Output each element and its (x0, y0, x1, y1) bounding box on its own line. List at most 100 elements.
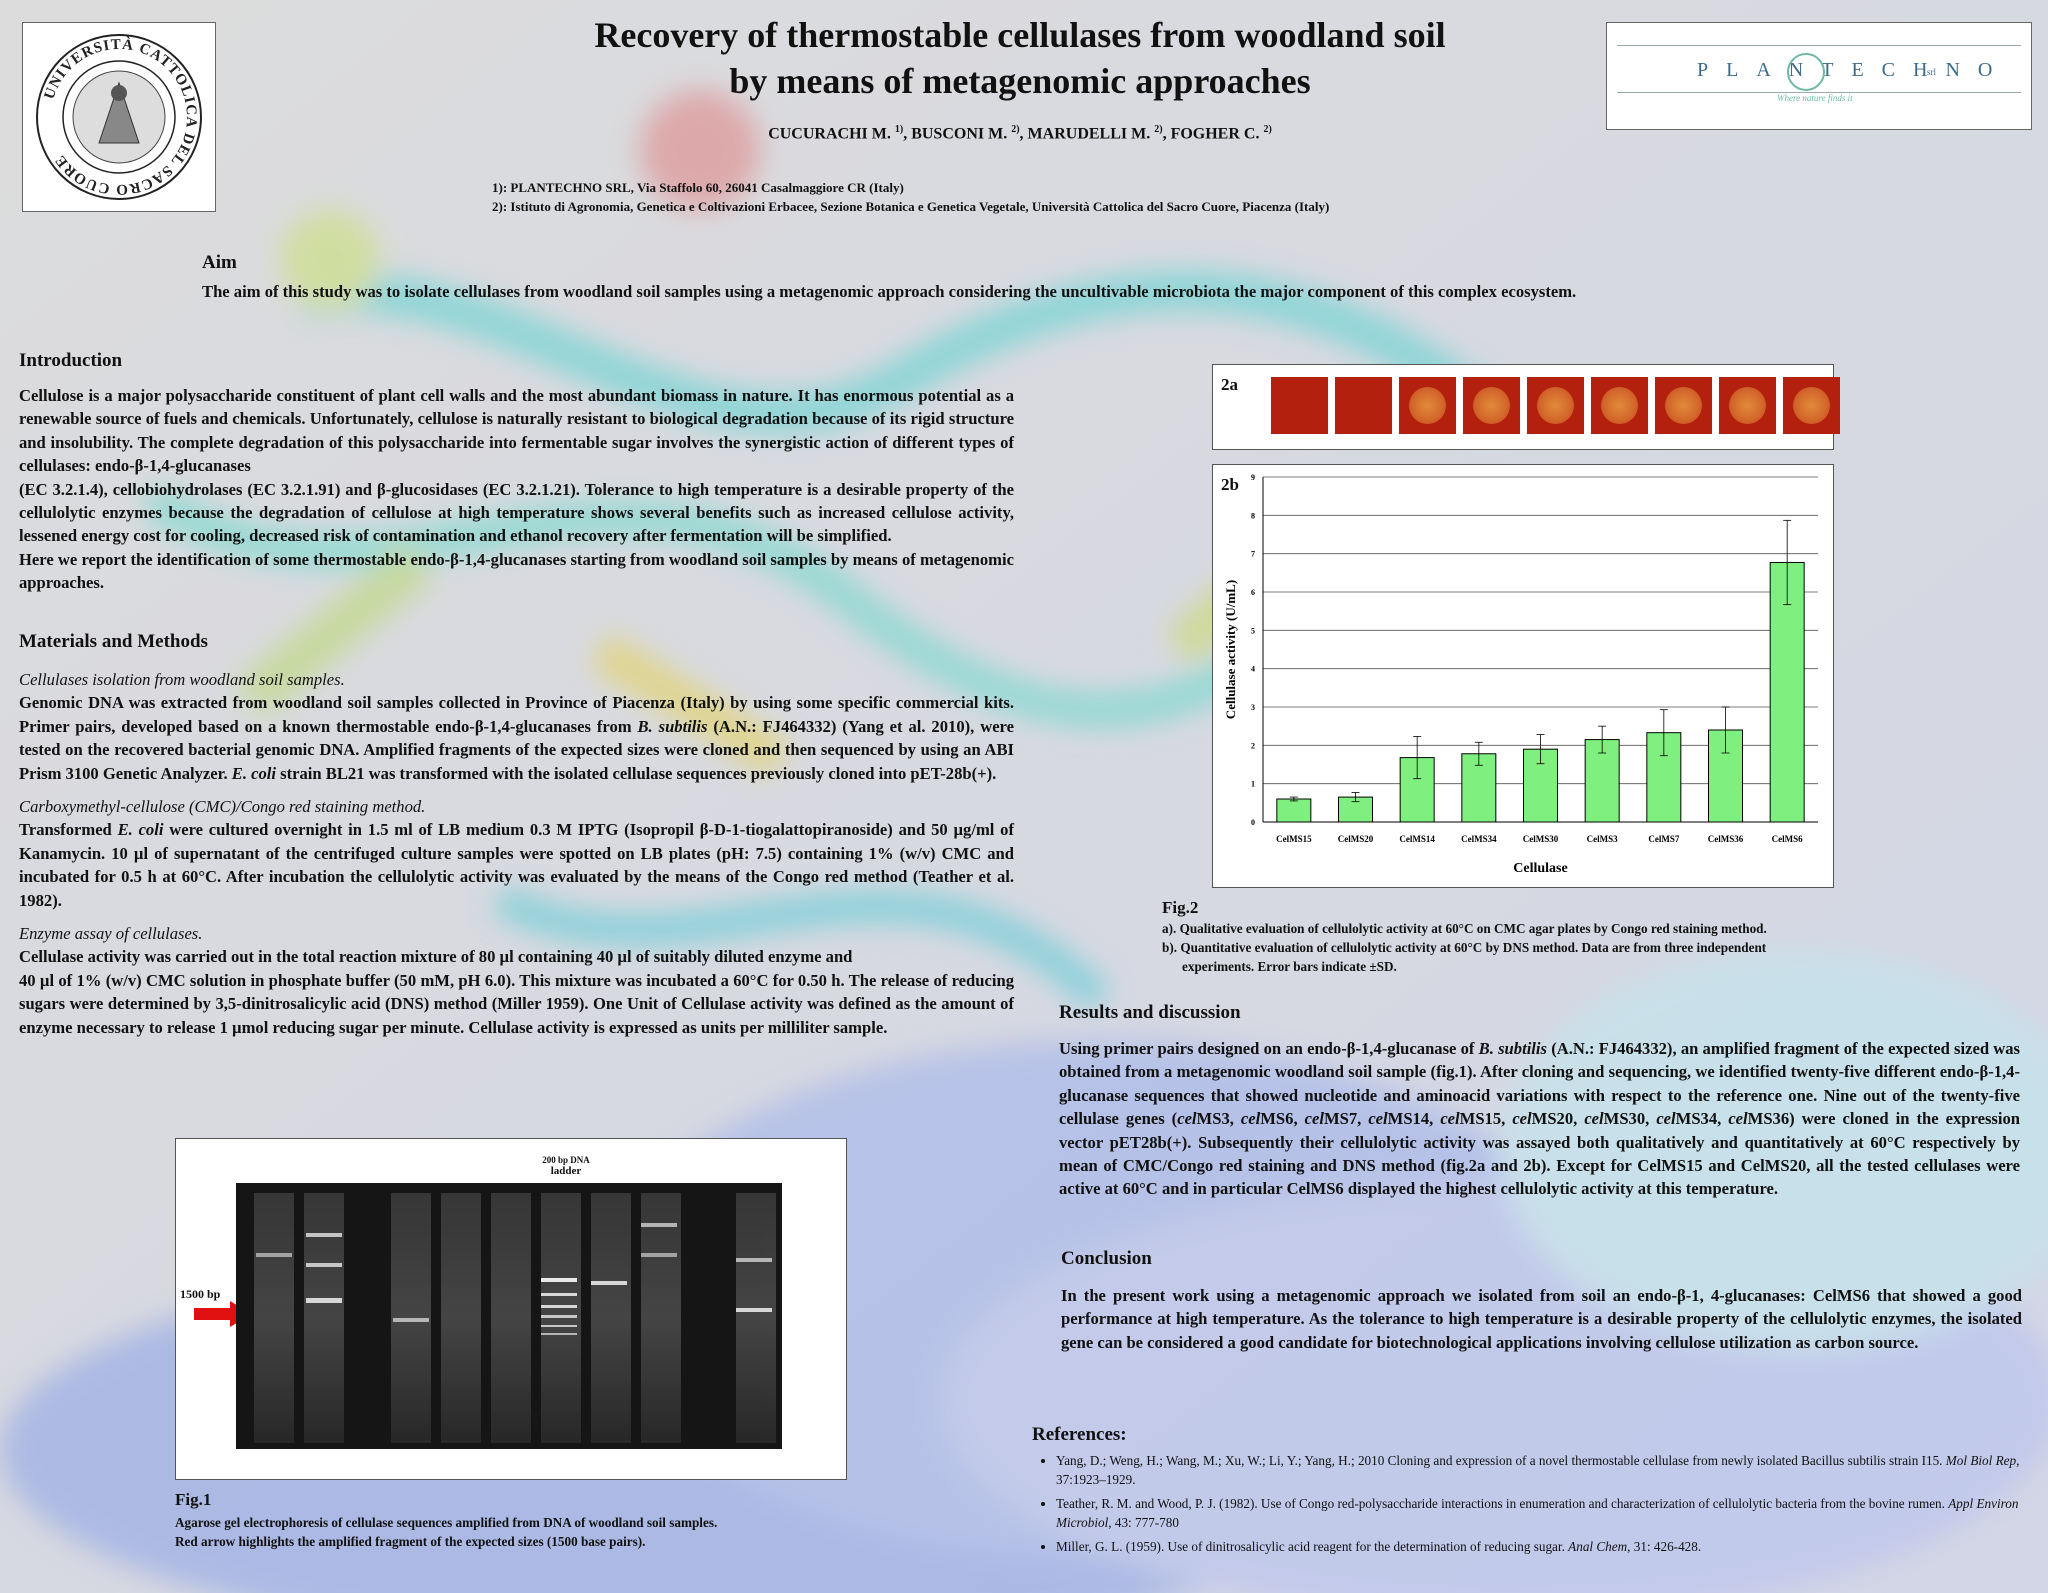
gene-9: MS36) (1747, 1109, 1795, 1129)
plate-CelMS6 (1783, 377, 1840, 434)
figure-2b-panel: 2b 0 1 2 3 4 5 6 7 8 9 CelMS15 CelMS20 CelMS14 CelMS3… (1212, 464, 1834, 888)
figure-2-caption-a: a). Qualitative evaluation of cellulolyt… (1162, 921, 1767, 936)
methods-1-species: B. subtilis (637, 716, 708, 736)
poster-title: Recovery of thermostable cellulases from… (420, 12, 1620, 104)
methods-1-text-b: (A.N.: FJ464332) (Yang et al. 2010), wer… (19, 716, 1014, 783)
gene-5: MS15, (1459, 1109, 1513, 1129)
gene-8-prefix: cel (1656, 1109, 1676, 1129)
clearing-halo (1473, 387, 1510, 424)
ladder-label-line-1: 200 bp DNA (542, 1155, 590, 1165)
clearing-halo (1537, 387, 1574, 424)
methods-1-text-c: strain BL21 was transformed with the iso… (276, 763, 997, 783)
plantechno-emblem-icon (1787, 53, 1825, 91)
clearing-halo (1409, 387, 1446, 424)
conclusion-text: In the present work using a metagenomic … (1061, 1286, 2022, 1352)
methods-paragraph-3b: 40 µl of 1% (w/v) CMC solution in phosph… (19, 970, 1014, 1037)
gel-arrow-label: 1500 bp (180, 1287, 221, 1301)
methods-1-text-a: Genomic DNA was extracted from woodland … (19, 693, 1014, 736)
gene-8: MS34, (1675, 1109, 1729, 1129)
plantechno-suffix: srl (1927, 67, 1936, 77)
plate-CelMS20 (1335, 377, 1392, 434)
gene-1-prefix: cel (1177, 1109, 1197, 1129)
gene-7-prefix: cel (1584, 1109, 1604, 1129)
gene-6: MS20, (1531, 1109, 1585, 1129)
y-tick-label: 1 (1251, 780, 1255, 789)
y-tick-label: 9 (1251, 473, 1255, 482)
y-tick-label: 3 (1251, 703, 1255, 712)
x-tick-label: CelMS7 (1648, 834, 1679, 844)
figure-2-label: Fig.2 (1162, 898, 1199, 917)
y-tick-label: 2 (1251, 741, 1255, 750)
methods-subheading-1: Cellulases isolation from woodland soil … (19, 670, 345, 689)
references-heading: References: (1032, 1424, 1127, 1445)
author-4-affil: 2) (1263, 124, 1272, 135)
plate-CelMS34 (1463, 377, 1520, 434)
panel-2b-label: 2b (1221, 475, 1239, 494)
gene-9-prefix: cel (1728, 1109, 1748, 1129)
figure-2a-panel: 2a (1212, 364, 1840, 450)
aim-text: The aim of this study was to isolate cel… (202, 282, 1577, 301)
methods-subheading-3: Enzyme assay of cellulases. (19, 924, 203, 944)
author-1: CUCURACHI M. (768, 125, 895, 143)
x-tick-label: CelMS14 (1399, 834, 1435, 844)
figure-2-caption: Fig.2 a). Qualitative evaluation of cell… (1162, 898, 2022, 976)
x-tick-label: CelMS3 (1587, 834, 1618, 844)
introduction-paragraph-2: (EC 3.2.1.4), cellobiohydrolases (EC 3.2… (19, 479, 1014, 546)
gene-4: MS14, (1387, 1109, 1441, 1129)
results-heading: Results and discussion (1059, 1002, 1241, 1023)
x-tick-label: CelMS15 (1276, 834, 1312, 844)
x-tick-label: CelMS6 (1772, 834, 1803, 844)
figure-1-gel-panel: 200 bp DNA ladder 1500 bp (175, 1138, 847, 1480)
y-tick-label: 6 (1251, 588, 1255, 597)
x-tick-label: CelMS20 (1338, 834, 1374, 844)
gene-1: MS3, (1196, 1109, 1241, 1129)
plate-CelMS15 (1271, 377, 1328, 434)
gene-3: MS7, (1323, 1109, 1369, 1129)
x-tick-label: CelMS34 (1461, 834, 1497, 844)
introduction-heading: Introduction (19, 350, 123, 371)
reference-3: Miller, G. L. (1959). Use of dinitrosali… (1056, 1538, 2046, 1557)
y-tick-label: 4 (1251, 665, 1255, 674)
clearing-halo (1601, 387, 1638, 424)
figure-2-caption-b1: b). Quantitative evaluation of celluloly… (1162, 940, 1767, 955)
y-tick-label: 5 (1251, 626, 1255, 635)
introduction-body: Cellulose is a major polysaccharide cons… (19, 384, 1014, 595)
methods-paragraph-3: Cellulase activity was carried out in th… (19, 945, 1014, 968)
methods-paragraph-2: Transformed E. coli were cultured overni… (19, 818, 1014, 912)
figure-1-label: Fig.1 (175, 1490, 212, 1509)
gel-image (236, 1183, 782, 1449)
plate-CelMS14 (1399, 377, 1456, 434)
affiliations: 1): PLANTECHNO SRL, Via Staffolo 60, 260… (492, 178, 1692, 216)
plantechno-name: PLANTECHNO (1697, 59, 2011, 81)
authors: CUCURACHI M. 1), BUSCONI M. 2), MARUDELL… (420, 124, 1620, 143)
x-tick-label: CelMS36 (1708, 834, 1744, 844)
methods-3-line-1: Cellulase activity was carried out in th… (19, 947, 853, 967)
plate-CelMS3 (1591, 377, 1648, 434)
clearing-halo (1665, 387, 1702, 424)
author-3: , MARUDELLI M. (1019, 125, 1155, 143)
figure-1-caption-line-1: Agarose gel electrophoresis of cellulase… (175, 1515, 718, 1530)
author-3-affil: 2) (1154, 124, 1163, 135)
university-logo: UNIVERSITÀ CATTOLICA DEL SACRO CUORE (22, 22, 216, 212)
affiliation-2: 2): Istituto di Agronomia, Genetica e Co… (492, 199, 1330, 214)
plate-CelMS30 (1527, 377, 1584, 434)
affiliation-1: 1): PLANTECHNO SRL, Via Staffolo 60, 260… (492, 180, 904, 195)
author-2: , BUSCONI M. (903, 125, 1012, 143)
methods-2-species: E. coli (117, 820, 164, 840)
bar-CelMS15 (1276, 798, 1312, 823)
gene-2: MS6, (1260, 1109, 1305, 1129)
y-tick-label: 7 (1251, 550, 1255, 559)
cellulase-activity-chart: 0 1 2 3 4 5 6 7 8 9 CelMS15 CelMS20 CelMS14 CelMS34 Ce… (1223, 473, 1818, 876)
conclusion-heading: Conclusion (1061, 1248, 1152, 1269)
title-line-2: by means of metagenomic approaches (729, 61, 1311, 101)
methods-subheading-2: Carboxymethyl-cellulose (CMC)/Congo red … (19, 797, 426, 817)
methods-body: Cellulases isolation from woodland soil … (19, 658, 1014, 1039)
plate-CelMS36 (1719, 377, 1776, 434)
plantechno-logo: PLANTECHNO srl Where nature finds it (1606, 22, 2032, 130)
results-species: B. subtilis (1478, 1039, 1547, 1058)
gene-6-prefix: cel (1512, 1109, 1532, 1129)
ladder-label-line-2: ladder (550, 1165, 582, 1177)
x-tick-label: CelMS30 (1523, 834, 1559, 844)
gene-5-prefix: cel (1440, 1109, 1460, 1129)
results-body: Using primer pairs designed on an endo-β… (1059, 1037, 2020, 1201)
